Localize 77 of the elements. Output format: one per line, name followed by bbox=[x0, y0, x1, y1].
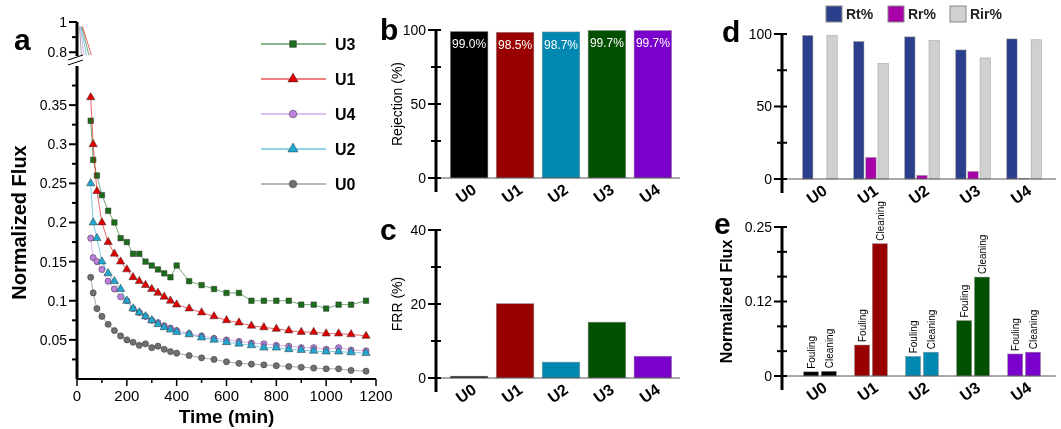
y-tick-label: 20 bbox=[410, 295, 427, 312]
y-tick-label: 0.12 bbox=[744, 293, 773, 310]
y-tick-label: 0.35 bbox=[39, 97, 68, 114]
y-tick-label: 50 bbox=[410, 95, 427, 112]
x-tick-label: U3 bbox=[590, 180, 618, 207]
y-tick-label: 0.2 bbox=[47, 214, 68, 231]
x-axis-title: Time (min) bbox=[178, 406, 275, 427]
x-tick-label: 0 bbox=[72, 387, 82, 404]
x-tick-label: 400 bbox=[164, 387, 190, 404]
x-tick-label: 1200 bbox=[359, 387, 393, 404]
x-tick-label: U2 bbox=[544, 380, 572, 407]
text: Cleaning bbox=[1028, 309, 1039, 350]
x-tick-label: U2 bbox=[905, 181, 933, 208]
text: Cleaning bbox=[823, 328, 835, 369]
y-tick-label: 0.25 bbox=[744, 218, 773, 235]
chart-title: e bbox=[714, 207, 731, 240]
x-tick-label: U1 bbox=[498, 180, 526, 207]
y-tick-label: 0.1 bbox=[47, 292, 68, 309]
y-tick-label: 0.3 bbox=[47, 136, 68, 153]
text: Cleaning bbox=[925, 309, 937, 350]
x-tick-label: U2 bbox=[544, 180, 572, 207]
legend-label: U3 bbox=[335, 35, 356, 53]
data-label: 99.0% bbox=[452, 37, 487, 52]
text: Cleaning bbox=[874, 201, 886, 241]
legend-label: U2 bbox=[335, 140, 356, 158]
x-tick-label: U0 bbox=[803, 378, 831, 405]
x-tick-label: U4 bbox=[1007, 378, 1035, 405]
x-tick-label: 200 bbox=[114, 387, 140, 404]
text: Fouling bbox=[1010, 318, 1022, 351]
y-tick-label: 1 bbox=[59, 13, 68, 30]
y-tick-label: 50 bbox=[756, 98, 773, 115]
data-label: 98.5% bbox=[498, 38, 533, 53]
data-label: 98.7% bbox=[543, 37, 579, 52]
x-tick-label: U3 bbox=[956, 181, 984, 208]
legend-label: Rr% bbox=[908, 5, 937, 22]
text: Cleaning bbox=[976, 234, 988, 275]
chart-title: d bbox=[722, 15, 741, 48]
y-tick-label: 0 bbox=[418, 169, 427, 186]
x-tick-label: 600 bbox=[213, 387, 240, 404]
y-tick-label: 100 bbox=[402, 21, 427, 38]
x-tick-label: 800 bbox=[263, 387, 289, 404]
y-axis-title: Normalized Flux bbox=[718, 239, 735, 364]
y-axis-title: FRR (%) bbox=[389, 276, 405, 332]
x-tick-label: U1 bbox=[498, 380, 526, 407]
y-axis-title: Rejection (%) bbox=[389, 61, 405, 147]
data-label: 99.7% bbox=[589, 36, 625, 51]
data-label: 99.7% bbox=[635, 36, 671, 51]
x-tick-label: U4 bbox=[636, 180, 664, 207]
text: Fouling bbox=[806, 336, 817, 369]
x-tick-label: U4 bbox=[636, 380, 664, 407]
x-tick-label: U3 bbox=[590, 380, 618, 407]
chart-title: a bbox=[14, 23, 31, 56]
legend-label: U4 bbox=[335, 105, 356, 123]
legend-label: Rir% bbox=[970, 5, 1003, 22]
text: Fouling bbox=[959, 284, 971, 318]
chart-title: c bbox=[380, 213, 397, 246]
legend-label: Rt% bbox=[846, 5, 874, 22]
text: Fouling bbox=[857, 309, 869, 343]
x-tick-label: U0 bbox=[803, 181, 831, 208]
x-tick-label: U3 bbox=[956, 378, 984, 405]
text: Fouling bbox=[908, 320, 920, 354]
chart-title: b bbox=[380, 13, 399, 46]
y-tick-label: 0.15 bbox=[39, 253, 68, 270]
y-tick-label: 40 bbox=[410, 221, 427, 238]
x-tick-label: 1000 bbox=[309, 387, 343, 404]
y-tick-label: 0.05 bbox=[39, 331, 68, 348]
y-tick-label: 100 bbox=[748, 25, 773, 42]
x-tick-label: U4 bbox=[1007, 181, 1035, 208]
y-axis-title: Normalized Flux bbox=[8, 145, 30, 300]
x-tick-label: U2 bbox=[905, 378, 933, 405]
x-tick-label: U0 bbox=[452, 180, 480, 207]
y-tick-label: 0.8 bbox=[47, 44, 68, 61]
y-tick-label: 0 bbox=[764, 367, 773, 384]
legend-label: U1 bbox=[335, 70, 356, 88]
y-tick-label: 0.25 bbox=[39, 175, 68, 192]
x-tick-label: U0 bbox=[452, 380, 480, 407]
x-tick-label: U1 bbox=[854, 378, 882, 405]
